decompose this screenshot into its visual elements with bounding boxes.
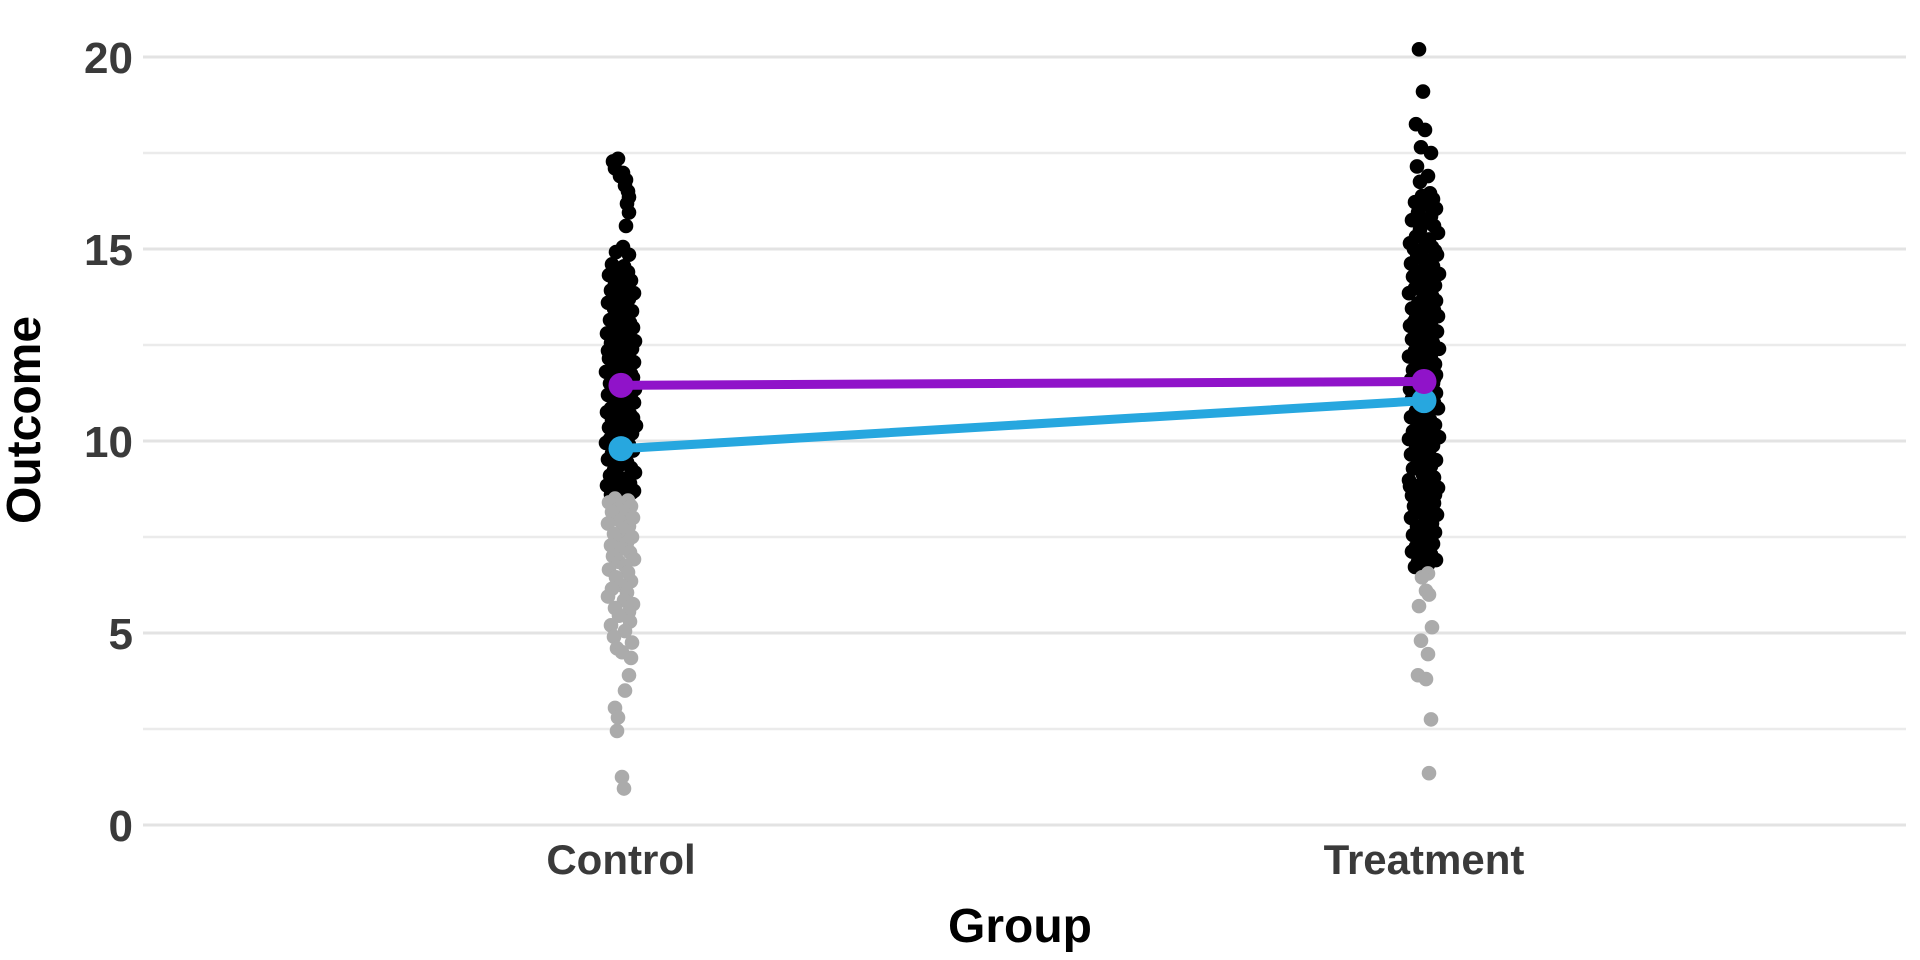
- treatment-black-point: [1411, 42, 1427, 57]
- treatment-gray-point: [1423, 712, 1439, 727]
- treatment-gray-point: [1420, 646, 1436, 662]
- control-gray-point: [609, 723, 625, 739]
- purple-mean-line: [616, 376, 1429, 390]
- treatment-gray-point: [1424, 619, 1440, 635]
- control-gray-point: [614, 769, 630, 785]
- treatment-black-point: [1420, 475, 1436, 491]
- treatment-gray-point: [1418, 671, 1434, 687]
- purple-mean-line-dot: [1411, 368, 1437, 394]
- control-gray-point: [600, 589, 616, 604]
- treatment-black-point: [1409, 159, 1425, 174]
- control-black-point: [618, 218, 634, 234]
- control-gray-point: [616, 781, 632, 796]
- control-gray-point: [617, 623, 633, 639]
- treatment-black-point: [1401, 285, 1417, 301]
- treatment-gray-point: [1421, 587, 1437, 602]
- treatment-black-point: [1423, 145, 1439, 161]
- y-tick-label-15: 15: [84, 226, 133, 275]
- purple-mean-line-dot: [608, 372, 634, 398]
- control-gray-point: [606, 629, 622, 645]
- treatment-black-point: [1412, 174, 1428, 190]
- control-gray-point: [603, 618, 619, 633]
- treatment-black-point: [1402, 479, 1418, 494]
- treatment-black-point: [1404, 212, 1420, 228]
- blue-mean-line-dot: [1411, 388, 1437, 414]
- blue-mean-line: [616, 396, 1429, 454]
- x-axis-title: Group: [948, 900, 1092, 953]
- treatment-gray-point: [1411, 598, 1427, 614]
- treatment-black-point: [1417, 122, 1433, 138]
- y-axis-tick-labels: 0 5 10 15 20: [84, 34, 133, 851]
- control-gray-point: [611, 608, 627, 624]
- control-gray-point: [617, 683, 633, 698]
- treatment-black-point: [1431, 341, 1447, 357]
- control-gray-point: [623, 650, 639, 666]
- treatment-black-point: [1401, 349, 1417, 364]
- y-tick-label-20: 20: [84, 34, 133, 83]
- data-points-layer: [598, 42, 1447, 796]
- control-black-point: [621, 205, 637, 220]
- y-tick-label-10: 10: [84, 418, 133, 467]
- treatment-gray-point: [1413, 633, 1429, 648]
- control-gray-point: [610, 710, 626, 725]
- treatment-gray-point: [1414, 570, 1430, 585]
- control-gray-point: [624, 635, 640, 650]
- x-axis-tick-labels: Control Treatment: [546, 836, 1524, 883]
- x-tick-label-control: Control: [546, 836, 695, 883]
- major-gridlines: [143, 55, 1906, 827]
- mean-lines-layer: [608, 368, 1437, 462]
- treatment-black-point: [1415, 84, 1431, 99]
- y-axis-title: Outcome: [0, 316, 51, 524]
- control-gray-point: [621, 667, 637, 683]
- treatment-gray-point: [1421, 765, 1437, 781]
- y-tick-label-0: 0: [109, 802, 133, 851]
- blue-mean-line-dot: [608, 436, 634, 462]
- control-black-point: [608, 244, 624, 260]
- y-tick-label-5: 5: [109, 610, 133, 659]
- x-tick-label-treatment: Treatment: [1324, 836, 1525, 883]
- minor-gridlines: [143, 151, 1906, 731]
- control-black-point: [621, 247, 637, 263]
